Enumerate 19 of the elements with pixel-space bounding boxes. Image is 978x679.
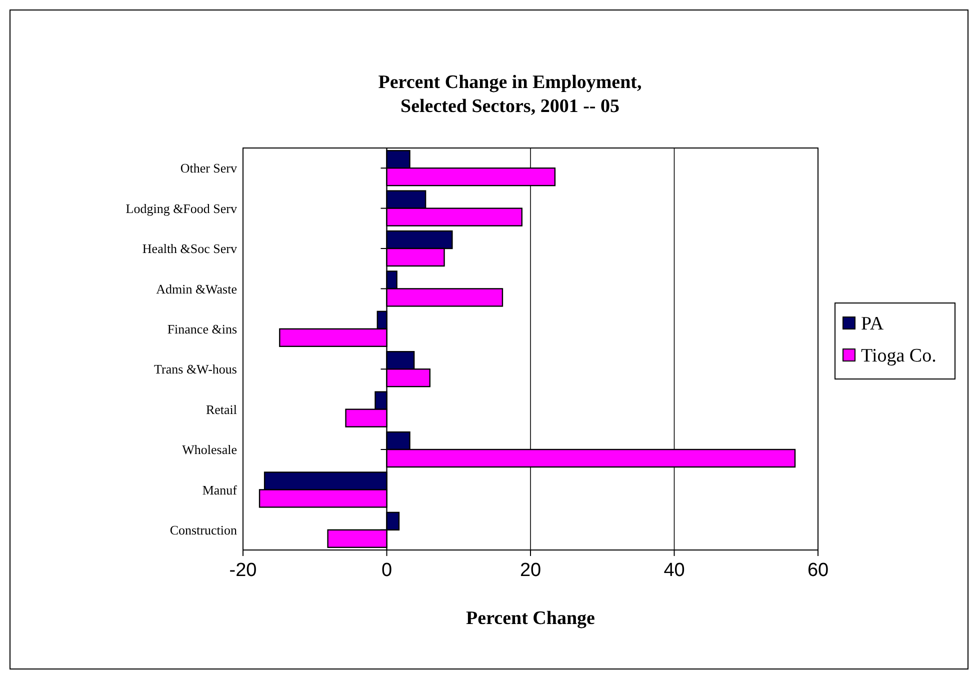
x-tick-label: 40 xyxy=(664,560,685,582)
y-tick-label: Other Serv xyxy=(180,160,238,176)
y-tick-label: Construction xyxy=(170,522,238,538)
x-tick-label: 60 xyxy=(807,560,829,582)
x-tick-label: 0 xyxy=(381,560,392,582)
x-tick-label: 20 xyxy=(520,560,542,582)
y-tick-label: Manuf xyxy=(202,482,238,498)
chart-title: Percent Change in Employment, Selected Sectors, 2001 -- 05 xyxy=(378,72,642,117)
y-tick-label: Admin &Waste xyxy=(156,281,238,296)
x-axis-title: Percent Change xyxy=(466,608,595,629)
y-tick-label: Finance &ins xyxy=(167,321,237,336)
legend-label: PA xyxy=(861,314,884,335)
y-tick-label: Retail xyxy=(206,402,238,417)
x-tick-label: -20 xyxy=(229,560,257,582)
y-tick-label: Trans &W-hous xyxy=(154,362,237,377)
legend-label: Tioga Co. xyxy=(861,346,936,367)
y-tick-label: Wholesale xyxy=(182,442,238,458)
y-tick-label: Lodging &Food Serv xyxy=(126,200,238,216)
y-tick-label: Health &Soc Serv xyxy=(142,241,238,256)
